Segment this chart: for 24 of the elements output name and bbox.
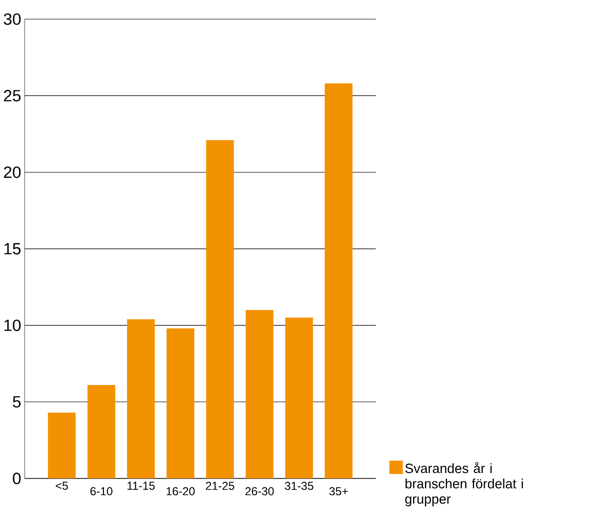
x-tick-label: 21-25	[206, 482, 234, 490]
y-tick-label: 20	[4, 166, 21, 178]
x-tick-label: 31-35	[284, 482, 314, 490]
bar	[206, 140, 234, 479]
x-tick-label: 6-10	[90, 487, 112, 496]
x-tick-label: <5	[56, 482, 68, 490]
bar	[324, 84, 353, 479]
y-tick-label: 5	[12, 396, 21, 408]
y-tick-label: 10	[4, 320, 21, 332]
y-tick-label: 0	[12, 472, 21, 484]
bar	[246, 310, 274, 479]
bar	[166, 328, 194, 479]
x-tick-label: 16-20	[166, 487, 195, 496]
bar	[285, 318, 313, 479]
legend-label: Svarandes år i branschen fördelat i grupper	[405, 462, 523, 507]
y-tick-label: 25	[4, 90, 21, 102]
bar	[127, 319, 155, 479]
y-tick-label: 15	[4, 243, 21, 255]
bar	[48, 412, 76, 479]
x-tick-label: 35+	[329, 487, 348, 496]
y-tick-label: 30	[4, 14, 21, 26]
x-tick-label: 26-30	[245, 487, 274, 496]
x-tick-label: 11-15	[128, 482, 155, 490]
bar	[87, 385, 116, 479]
